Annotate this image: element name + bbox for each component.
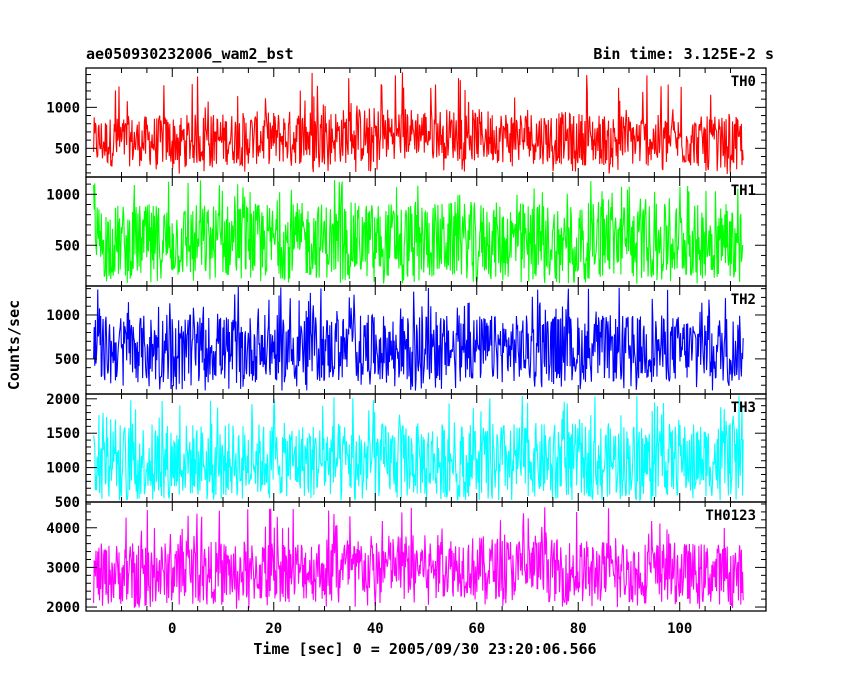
panel-th1: 500 1000 TH1 — [46, 176, 767, 287]
y-tick-label: 1000 — [46, 461, 80, 477]
x-axis: 0 20 40 60 80 100 — [168, 621, 692, 637]
series-th2 — [93, 286, 744, 391]
panel-th0123: 2000 3000 4000 TH0123 — [46, 501, 767, 616]
panel-label: TH0 — [731, 74, 756, 90]
panel-label: TH3 — [731, 400, 756, 416]
x-tick-label: 20 — [265, 621, 282, 637]
y-tick-label: 1000 — [46, 308, 80, 324]
panel-label: TH0123 — [705, 508, 756, 524]
panel-th2: 500 1000 TH2 — [46, 285, 767, 395]
series-th0123 — [93, 507, 744, 609]
y-tick-label: 2000 — [46, 392, 80, 408]
y-tick-label: 4000 — [46, 521, 80, 537]
y-tick-label: 1500 — [46, 426, 80, 442]
y-tick-label: 500 — [55, 141, 80, 157]
y-axis-label: Counts/sec — [5, 300, 23, 390]
y-tick-label: 500 — [55, 495, 80, 511]
panel-th3: 500 1000 1500 2000 TH3 — [46, 392, 767, 511]
series-th3 — [93, 395, 744, 502]
series-th0 — [93, 72, 744, 174]
y-tick-label: 500 — [55, 352, 80, 368]
x-tick-label: 60 — [468, 621, 485, 637]
chart-title: ae050930232006_wam2_bst — [86, 45, 294, 63]
panel-label: TH1 — [731, 183, 756, 199]
x-tick-label: 0 — [168, 621, 176, 637]
x-tick-label: 80 — [570, 621, 587, 637]
x-tick-label: 40 — [367, 621, 384, 637]
y-tick-label: 1000 — [46, 100, 80, 116]
y-tick-label: 3000 — [46, 560, 80, 576]
bin-time-label: Bin time: 3.125E-2 s — [593, 45, 774, 63]
y-tick-label: 500 — [55, 238, 80, 254]
y-tick-label: 1000 — [46, 187, 80, 203]
panel-label: TH2 — [731, 292, 756, 308]
x-tick-label: 100 — [667, 621, 692, 637]
y-tick-label: 2000 — [46, 600, 80, 616]
series-th1 — [93, 180, 744, 284]
x-axis-label: Time [sec] 0 = 2005/09/30 23:20:06.566 — [253, 640, 596, 658]
panels-group: 500 1000 TH0 500 1000 TH1 500 1000 TH2 500 1000 150… — [46, 67, 767, 616]
panel-th0: 500 1000 TH0 — [46, 67, 767, 178]
